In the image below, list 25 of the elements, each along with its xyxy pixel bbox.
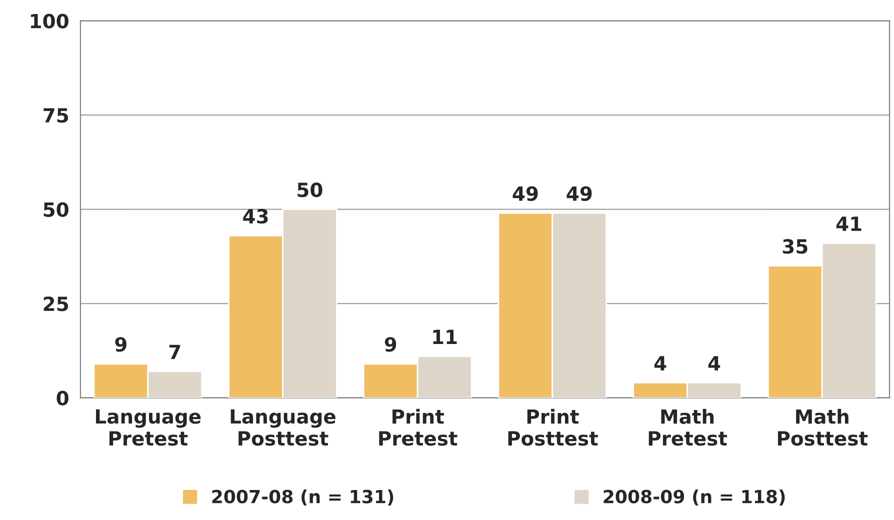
data-label: 41 [836, 216, 862, 231]
data-label: 35 [782, 239, 808, 254]
data-label: 4 [708, 356, 720, 370]
y-tick-label: 50 [44, 202, 68, 217]
x-tick-label: Print Pretest [379, 408, 458, 446]
y-tick-label: 100 [30, 14, 68, 28]
data-label: 9 [115, 337, 126, 352]
x-tick-label: Language Pretest [96, 409, 201, 446]
x-tick-label: Math Posttest [778, 408, 868, 446]
data-label: 49 [566, 186, 592, 201]
data-label: 43 [243, 208, 268, 224]
x-tick-label: Print Posttest [508, 408, 598, 446]
data-label: 4 [654, 356, 666, 370]
data-label: 7 [169, 344, 180, 360]
legend-label: 2007-08 (n = 131) [212, 489, 394, 506]
x-tick-label: Language Posttest [230, 409, 336, 446]
legend-label: 2008-09 (n = 118) [604, 489, 785, 506]
data-label: 49 [512, 186, 538, 201]
y-tick-label: 25 [44, 296, 68, 312]
data-label: 11 [433, 330, 457, 344]
data-label: 50 [298, 182, 322, 198]
x-tick-label: Math Pretest [648, 408, 728, 446]
y-tick-label: 75 [44, 108, 68, 123]
data-label: 9 [384, 337, 396, 352]
y-tick-label: 0 [56, 390, 68, 406]
